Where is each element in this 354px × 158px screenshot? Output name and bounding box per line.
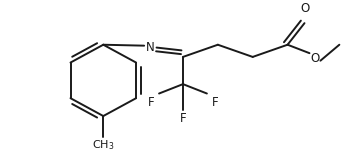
Text: F: F (148, 96, 154, 109)
Text: CH$_3$: CH$_3$ (92, 139, 115, 152)
Text: O: O (301, 2, 310, 15)
Text: F: F (212, 96, 218, 109)
Text: O: O (311, 52, 320, 65)
Text: F: F (180, 112, 186, 125)
Text: N: N (146, 41, 154, 54)
